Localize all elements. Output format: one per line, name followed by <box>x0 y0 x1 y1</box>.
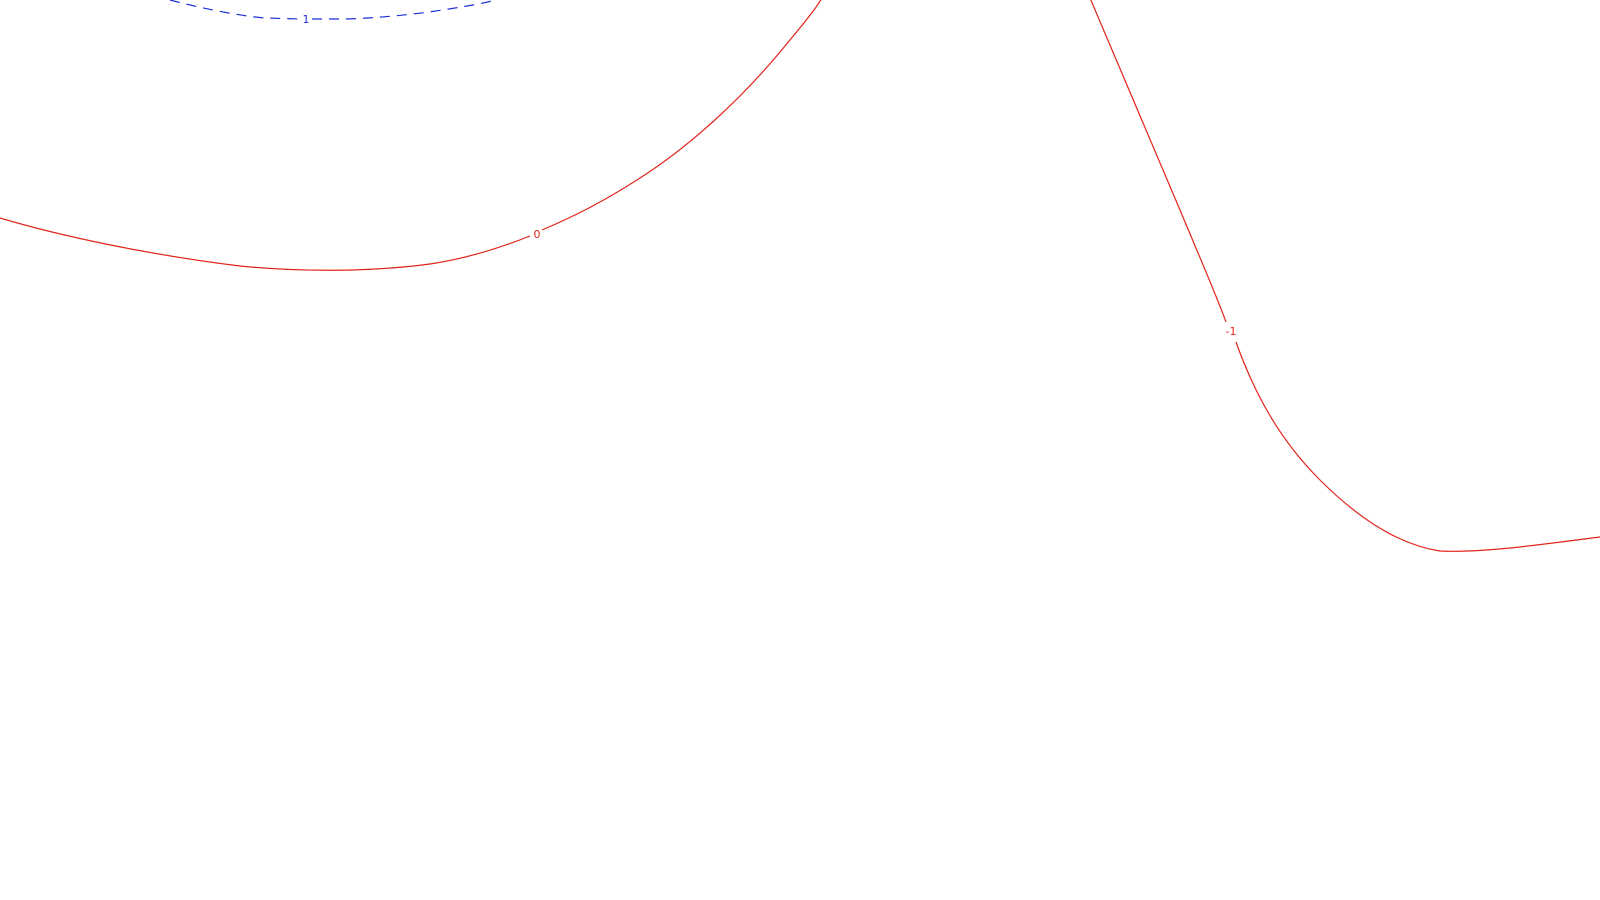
contour-group-neg1: -1 <box>1090 0 1600 552</box>
contour-line-neg1 <box>1090 0 1600 552</box>
contour-group-1: 1 <box>169 0 497 26</box>
contour-group-0: 0 <box>0 0 822 271</box>
contour-label-neg1: -1 <box>1226 325 1237 338</box>
contour-label-0: 0 <box>534 228 541 241</box>
contour-line-1 <box>169 0 497 20</box>
contour-label-1: 1 <box>303 13 310 26</box>
contour-line-0 <box>0 0 822 271</box>
